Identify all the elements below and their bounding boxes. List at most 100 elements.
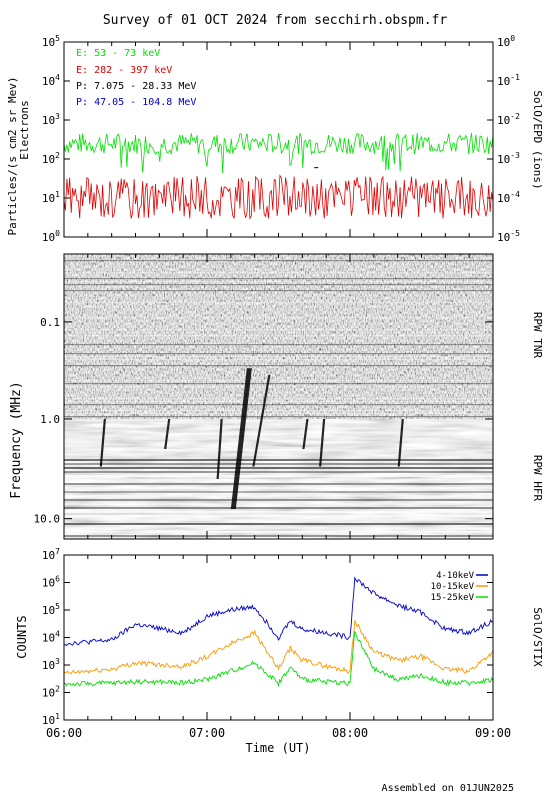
x-tick-labels: 06:00 07:00 08:00 09:00 <box>46 726 511 740</box>
rpw-tnr-row <box>64 302 493 304</box>
rpw-tnr-row <box>64 278 493 280</box>
epd-right-tick-label: 10-3 <box>497 151 520 166</box>
epd-ylabel-line2: Electrons <box>18 100 31 160</box>
rpw-tnr-row <box>64 380 493 382</box>
stix-legend: 4-10keV 10-15keV 15-25keV <box>431 571 488 603</box>
rpw-tnr-row <box>64 398 493 400</box>
rpw-tnr-row <box>64 413 493 415</box>
rpw-bursts-group <box>99 368 404 509</box>
rpw-hfr-image <box>64 419 493 539</box>
epd-legend-blue: P: <box>76 97 94 108</box>
rpw-x-ticks <box>63 254 494 539</box>
epd-right-tick-label: 10-2 <box>497 112 520 127</box>
rpw-tnr-row <box>64 290 493 292</box>
rpw-hfr-row <box>64 527 493 529</box>
stix-series-line <box>63 576 494 646</box>
rpw-tnr-row <box>64 410 493 412</box>
x-tick-label: 06:00 <box>46 726 82 740</box>
assembled-footer: Assembled on 01JUN2025 <box>382 783 514 794</box>
rpw-hfr-row <box>64 491 493 493</box>
rpw-burst <box>252 374 271 467</box>
rpw-burst <box>302 419 309 449</box>
svg-text:E: 53 - 73 keV: E: 53 - 73 keV <box>76 48 160 59</box>
rpw-tnr-row <box>64 386 493 388</box>
rpw-tnr-row <box>64 335 493 337</box>
rpw-hfr-row-bands <box>64 459 493 537</box>
epd-right-tick-label: 10-4 <box>497 190 520 205</box>
rpw-tnr-row <box>64 284 493 286</box>
rpw-hfr-row <box>64 467 493 469</box>
rpw-tnr-row <box>64 383 493 385</box>
rpw-tnr-row <box>64 353 493 355</box>
rpw-hfr-row <box>64 499 493 501</box>
rpw-hfr-row <box>64 507 493 509</box>
rpw-burst <box>216 419 223 479</box>
rpw-tnr-image <box>64 254 493 419</box>
rpw-hfr-row <box>64 463 493 465</box>
rpw-hfr-row <box>64 523 493 525</box>
epd-legend-blue-range: 47.05 - 104.8 MeV <box>94 97 196 108</box>
epd-left-tick-label: 104 <box>42 73 60 88</box>
rpw-tnr-row <box>64 329 493 331</box>
stix-ylabel: COUNTS <box>15 615 29 658</box>
epd-legend-black-range: 7.075 - 28.33 MeV <box>94 81 196 92</box>
stix-y-tick-label: 104 <box>42 630 60 645</box>
stix-series-line <box>63 631 494 688</box>
epd-legend-red: E: <box>76 65 94 76</box>
rpw-y-tick-label: 10.0 <box>34 513 61 526</box>
epd-left-tick-label: 103 <box>42 112 60 127</box>
rpw-tnr-row <box>64 401 493 403</box>
stix-y-tick-label: 107 <box>42 547 60 562</box>
rpw-panel: Frequency (MHz) RPW TNR RPW HFR 0.1 1.0 10… <box>9 253 544 540</box>
epd-legend-black: P: <box>76 81 94 92</box>
rpw-hfr-row <box>64 515 493 517</box>
rpw-hfr-row <box>64 519 493 521</box>
rpw-hfr-row <box>64 511 493 513</box>
rpw-tnr-row <box>64 365 493 367</box>
stix-y-tick-label: 105 <box>42 602 60 617</box>
rpw-hfr-row <box>64 471 493 473</box>
stix-legend-10-15: 10-15keV <box>431 582 475 592</box>
rpw-tnr-row <box>64 359 493 361</box>
rpw-hfr-row <box>64 487 493 489</box>
rpw-burst <box>164 419 171 449</box>
x-axis-label: Time (UT) <box>245 741 310 755</box>
epd-right-tick-label: 100 <box>497 34 515 49</box>
epd-x-ticks <box>63 42 494 237</box>
rpw-tnr-row <box>64 272 493 274</box>
epd-left-tick-label: 101 <box>42 190 60 205</box>
svg-text:P: 47.05 - 104.8 MeV: P: 47.05 - 104.8 MeV <box>76 97 196 108</box>
rpw-hfr-row <box>64 483 493 485</box>
rpw-burst <box>99 419 106 467</box>
rpw-tnr-row <box>64 404 493 406</box>
epd-legend-green-range: 53 - 73 keV <box>94 48 160 59</box>
epd-ylabel-line1: Particles/(s cm2 sr Mev) <box>6 77 19 236</box>
stix-x-ticks <box>63 555 494 720</box>
stix-panel: COUNTS SolO/STIX 101 102 103 104 105 106 107 4… <box>15 547 544 755</box>
stix-series-group <box>63 576 494 688</box>
stix-series-line <box>63 620 494 675</box>
rpw-tnr-row <box>64 281 493 283</box>
stix-frame <box>63 554 494 721</box>
x-tick-label: 08:00 <box>332 726 368 740</box>
epd-left-tick-label: 100 <box>42 229 60 244</box>
stix-y-tick-label: 103 <box>42 657 60 672</box>
rpw-hfr-row <box>64 459 493 461</box>
epd-panel: Particles/(s cm2 sr Mev) Electrons SolO/… <box>6 34 544 244</box>
epd-left-tick-label: 102 <box>42 151 60 166</box>
stix-y-tick-label: 101 <box>42 712 60 727</box>
stix-y-tick-label: 102 <box>42 685 60 700</box>
rpw-hfr-row <box>64 531 493 533</box>
rpw-y-tick-label: 0.1 <box>40 316 60 329</box>
epd-left-tick-label: 105 <box>42 34 60 49</box>
epd-left-tick-labels: 100 101 102 103 104 105 <box>42 34 493 244</box>
stix-y-tick-label: 106 <box>42 575 60 590</box>
epd-right-tick-labels: 10-5 10-4 10-3 10-2 10-1 100 <box>497 34 520 244</box>
rpw-tnr-row-bands <box>64 260 493 418</box>
figure-title: Survey of 01 OCT 2024 from secchirh.obsp… <box>103 13 448 28</box>
rpw-tnr-label: RPW TNR <box>531 312 544 359</box>
svg-text:E: 282 - 397 keV: E: 282 - 397 keV <box>76 65 172 76</box>
x-tick-label: 09:00 <box>475 726 511 740</box>
epd-series-green <box>63 132 494 174</box>
